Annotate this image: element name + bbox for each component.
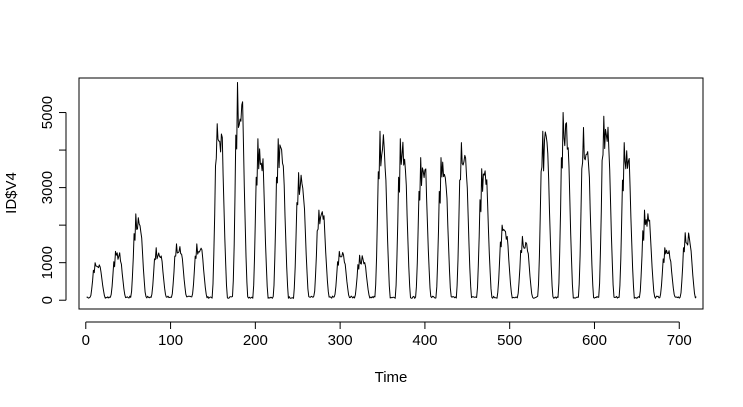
y-axis-label: ID$V4 [3, 172, 20, 214]
series-line [86, 82, 697, 299]
y-tick-label: 5000 [39, 96, 56, 129]
y-tick-label: 0 [39, 296, 56, 304]
x-tick-label: 400 [412, 332, 437, 349]
plot-box [78, 77, 704, 310]
y-axis: 0 1000 3000 5000 [39, 96, 67, 304]
x-axis-label: Time [375, 369, 408, 386]
x-tick-label: 0 [82, 332, 90, 349]
x-tick-label: 700 [667, 332, 692, 349]
x-tick-label: 100 [158, 332, 183, 349]
x-tick-label: 600 [582, 332, 607, 349]
x-axis: 0 100 200 300 400 500 600 700 [82, 321, 692, 349]
y-tick-label: 3000 [39, 171, 56, 204]
y-tick-label: 1000 [39, 246, 56, 279]
x-tick-label: 200 [243, 332, 268, 349]
x-tick-label: 500 [497, 332, 522, 349]
x-tick-label: 300 [328, 332, 353, 349]
